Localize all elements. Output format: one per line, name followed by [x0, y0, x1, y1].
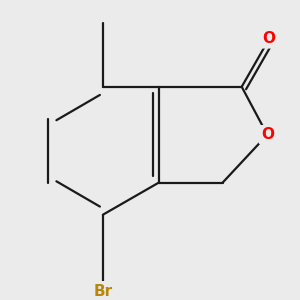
Text: O: O [261, 127, 274, 142]
Text: O: O [263, 31, 276, 46]
Text: Br: Br [93, 284, 112, 299]
